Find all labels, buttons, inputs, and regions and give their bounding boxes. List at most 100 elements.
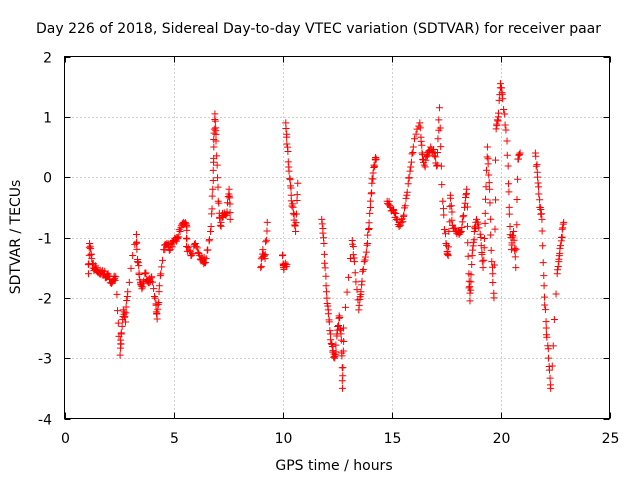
data-point xyxy=(150,285,158,293)
data-point xyxy=(483,143,491,151)
data-point xyxy=(532,162,540,170)
data-point xyxy=(204,246,212,254)
data-point xyxy=(445,227,453,235)
data-point xyxy=(208,192,216,200)
data-point xyxy=(400,211,408,219)
y-tick-label: 1 xyxy=(43,111,52,127)
data-point xyxy=(263,218,271,226)
data-point xyxy=(211,110,219,118)
data-point xyxy=(477,234,485,241)
data-point xyxy=(510,236,518,244)
data-point xyxy=(117,329,125,337)
data-point xyxy=(223,208,231,216)
y-tick-label: -2 xyxy=(38,292,52,308)
data-point xyxy=(155,298,163,306)
data-point xyxy=(532,152,540,160)
data-point xyxy=(349,251,357,259)
data-point xyxy=(501,110,509,118)
data-point xyxy=(542,318,550,326)
data-point xyxy=(208,205,216,213)
data-point xyxy=(364,231,372,239)
data-point xyxy=(407,163,415,171)
data-point xyxy=(541,301,549,309)
data-point xyxy=(401,202,409,210)
data-point xyxy=(433,161,441,169)
data-point xyxy=(212,137,220,145)
data-point xyxy=(283,261,291,269)
data-point xyxy=(360,258,368,266)
data-point xyxy=(289,203,297,211)
data-point xyxy=(559,224,567,232)
data-point xyxy=(212,130,220,138)
data-point xyxy=(535,183,543,191)
data-point xyxy=(544,354,552,362)
data-point xyxy=(366,209,374,217)
data-point xyxy=(183,235,191,243)
data-point xyxy=(195,250,203,258)
data-point xyxy=(417,137,425,145)
data-point xyxy=(318,215,326,223)
x-tick-label: 20 xyxy=(493,431,511,447)
data-point xyxy=(336,325,344,333)
data-point xyxy=(444,250,452,258)
data-point xyxy=(281,259,289,267)
data-point xyxy=(484,160,492,168)
data-point xyxy=(339,347,347,355)
data-point xyxy=(557,242,565,250)
data-point xyxy=(505,210,513,218)
data-point xyxy=(542,324,550,332)
data-point xyxy=(486,185,494,193)
data-point xyxy=(419,155,427,163)
data-point xyxy=(467,286,475,294)
data-point xyxy=(541,293,549,301)
data-point xyxy=(485,179,493,187)
data-point xyxy=(158,263,166,271)
data-point xyxy=(436,124,444,132)
data-point xyxy=(499,95,507,103)
data-point xyxy=(189,250,197,258)
data-point xyxy=(497,80,504,88)
data-point xyxy=(201,259,209,267)
data-point xyxy=(262,238,270,246)
data-point xyxy=(539,259,547,267)
data-point xyxy=(214,174,222,182)
data-point xyxy=(283,133,291,141)
y-axis-label: SDTVAR / TECUs xyxy=(8,180,24,295)
data-point xyxy=(322,282,330,290)
data-point xyxy=(151,294,159,302)
data-point xyxy=(331,354,339,362)
data-point xyxy=(111,276,119,284)
data-point xyxy=(545,366,553,374)
data-point xyxy=(226,209,234,217)
x-tick-label: 15 xyxy=(384,431,402,447)
data-point xyxy=(87,250,95,258)
data-point xyxy=(443,241,451,249)
data-point xyxy=(279,251,287,259)
data-point xyxy=(420,161,428,169)
data-point xyxy=(326,327,334,335)
data-point xyxy=(480,244,488,252)
data-point xyxy=(487,246,495,254)
data-point xyxy=(533,161,541,169)
data-point xyxy=(546,374,554,382)
y-tick-label: -3 xyxy=(38,352,52,368)
data-point xyxy=(257,262,265,270)
data-point xyxy=(324,310,332,318)
data-point xyxy=(216,221,224,229)
data-point xyxy=(509,233,517,241)
data-point xyxy=(318,220,326,228)
data-point xyxy=(155,282,163,290)
data-point xyxy=(142,269,150,277)
data-point xyxy=(513,221,521,229)
data-point xyxy=(183,243,191,251)
data-point xyxy=(159,256,167,264)
data-point xyxy=(392,209,400,217)
data-point xyxy=(385,197,393,205)
data-point xyxy=(193,244,201,252)
data-point xyxy=(202,255,210,263)
data-point xyxy=(487,215,495,223)
data-point xyxy=(365,219,373,227)
data-point xyxy=(332,341,340,349)
data-point xyxy=(351,269,359,277)
data-point xyxy=(482,183,490,191)
